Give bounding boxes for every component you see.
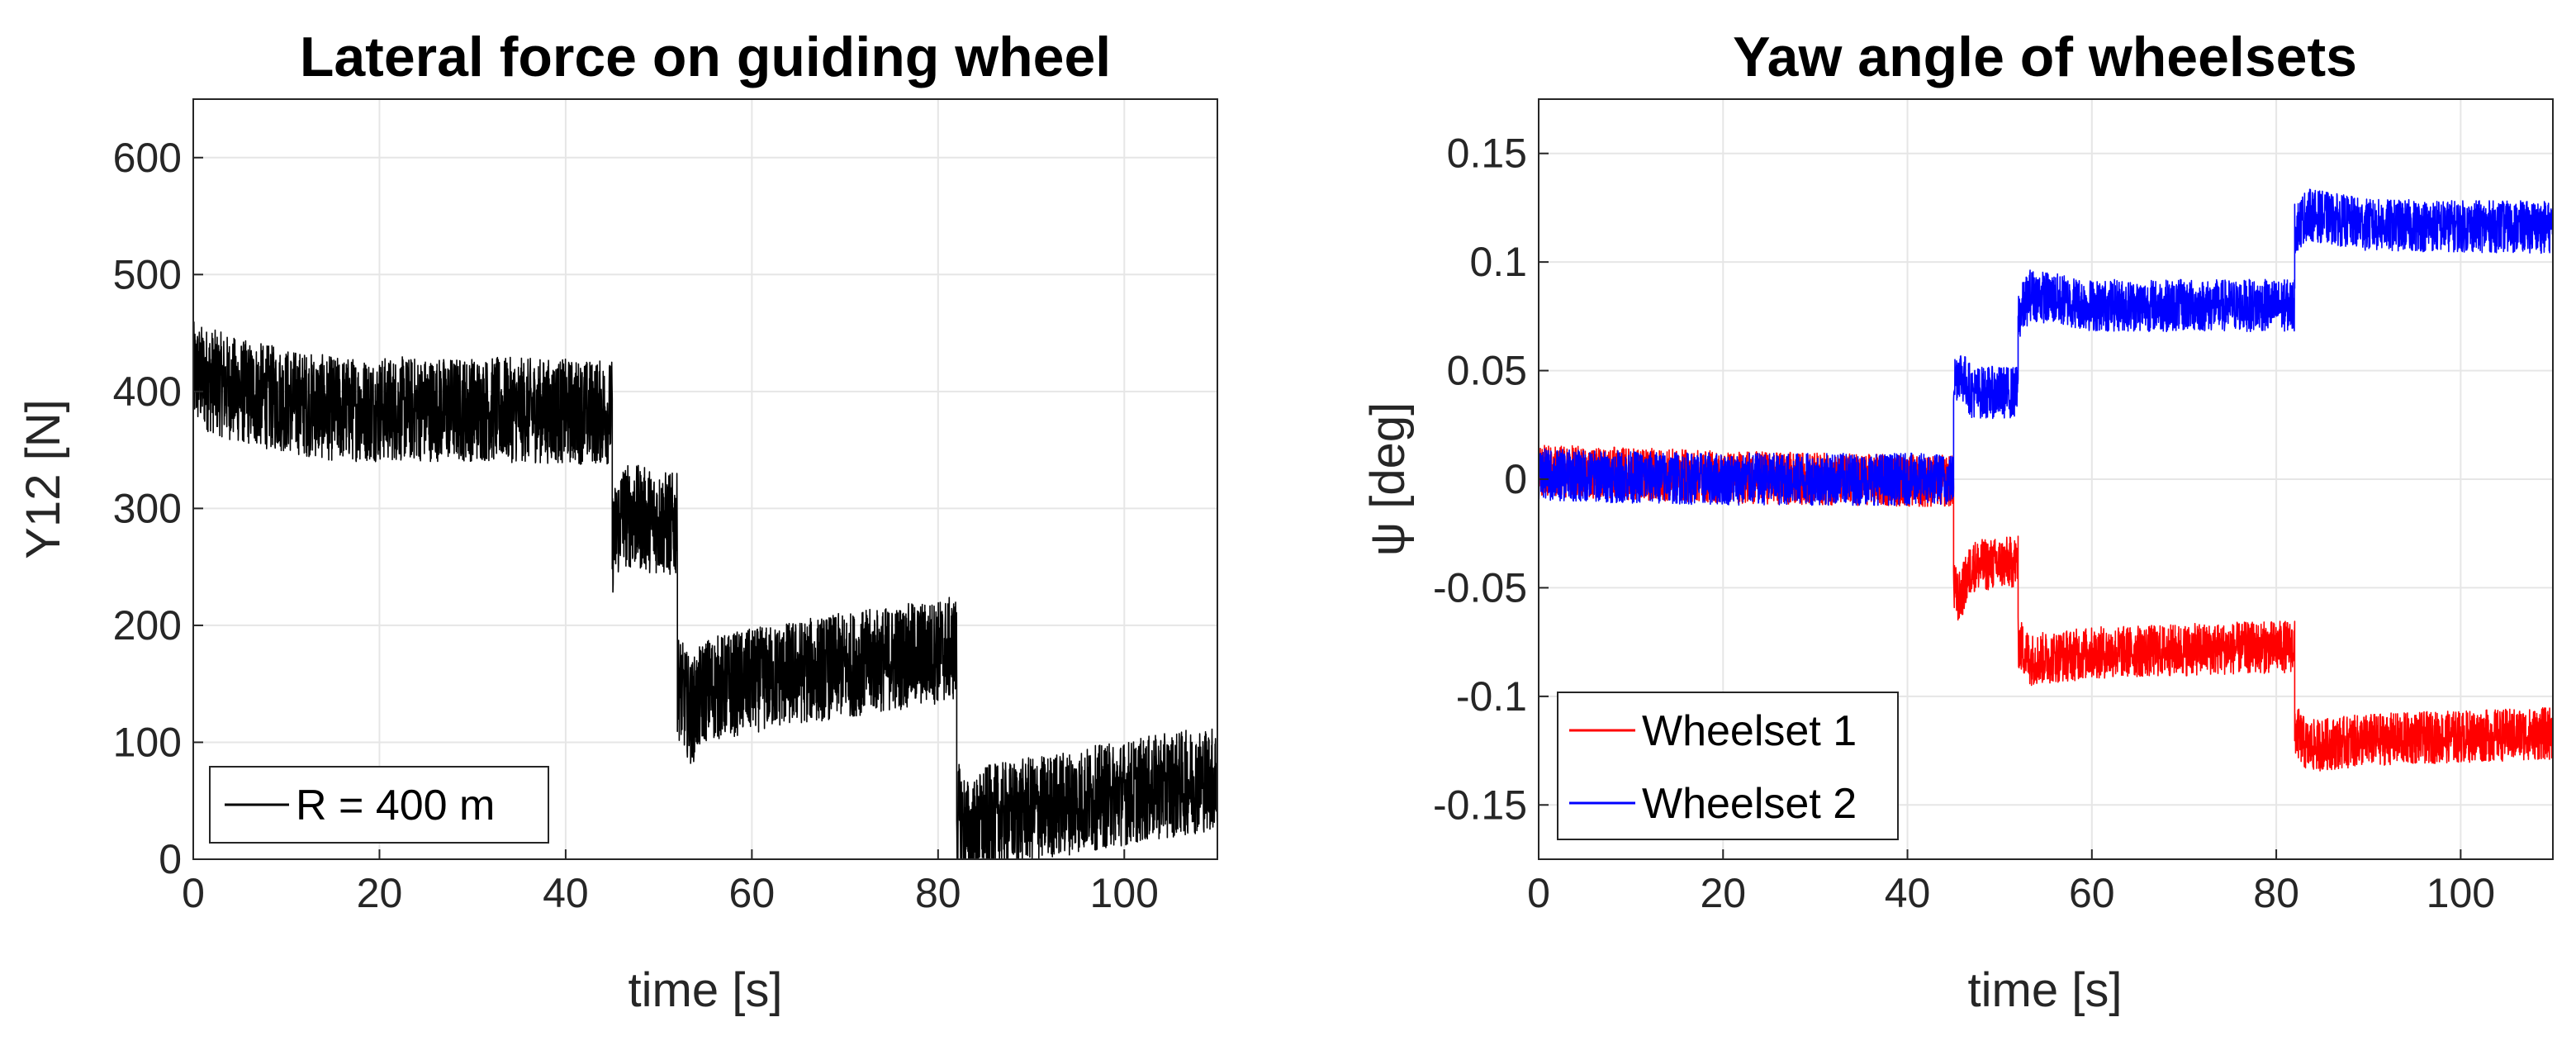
y-tick-label: 0.05 [1447,348,1527,394]
x-tick-label: 40 [1885,870,1931,916]
x-tick-label: 80 [915,870,961,916]
y-tick-label: 600 [113,135,182,181]
yaw-angle-plot: Yaw angle of wheelsets 0 20 40 60 80 100… [1361,26,2554,1017]
x-tick-label: 0 [1527,870,1550,916]
x-tick-label: 40 [543,870,589,916]
x-tick-label: 100 [1090,870,1159,916]
grid [1538,99,2553,859]
tick-marks [1538,152,2462,859]
tick-marks [192,156,1126,860]
plot-area [193,321,1217,859]
x-tick-label: 60 [729,870,776,916]
grid [192,99,1217,860]
x-tick-label: 100 [2427,870,2495,916]
axes-box [192,98,1218,860]
y-tick-label: 300 [113,485,182,531]
x-tick-label: 20 [1700,870,1746,916]
series-line-wheelset-2 [1539,188,2553,506]
legend: R = 400 m [209,766,549,844]
y-tick-label: -0.05 [1433,564,1527,611]
y-tick-label: -0.1 [1456,673,1527,720]
plot-title: Yaw angle of wheelsets [1733,26,2357,88]
series-line-wheelset-1 [1539,444,2553,772]
x-tick-label: 20 [357,870,403,916]
y-tick-label: -0.15 [1433,782,1527,828]
y-axis-label: ψ [deg] [1361,402,1415,556]
x-tick-label: 0 [182,870,205,916]
x-axis-label: time [s] [629,963,783,1017]
legend-label: Wheelset 1 [1642,707,1857,755]
x-tick-label: 60 [2069,870,2115,916]
x-tick-label: 80 [2253,870,2299,916]
series-line-r-400-m [193,321,1217,859]
x-axis-label: time [s] [1968,963,2123,1017]
legend: Wheelset 1 Wheelset 2 [1557,692,1899,840]
y-tick-label: 0 [1504,456,1527,502]
y-axis-label: Y12 [N] [17,399,70,559]
y-tick-label: 400 [113,368,182,415]
y-tick-label: 500 [113,251,182,297]
lateral-force-plot: Lateral force on guiding wheel 0 20 40 6… [17,26,1218,1017]
y-tick-label: 0.15 [1447,131,1527,177]
y-tick-label: 100 [113,719,182,765]
legend-box [1557,692,1899,840]
y-tick-label: 200 [113,602,182,649]
y-tick-label: 0 [159,836,182,882]
plot-title: Lateral force on guiding wheel [300,26,1111,88]
legend-label: R = 400 m [296,782,495,829]
y-tick-label: 0.1 [1469,239,1527,285]
legend-label: Wheelset 2 [1642,780,1857,828]
plot-area [1539,188,2553,772]
